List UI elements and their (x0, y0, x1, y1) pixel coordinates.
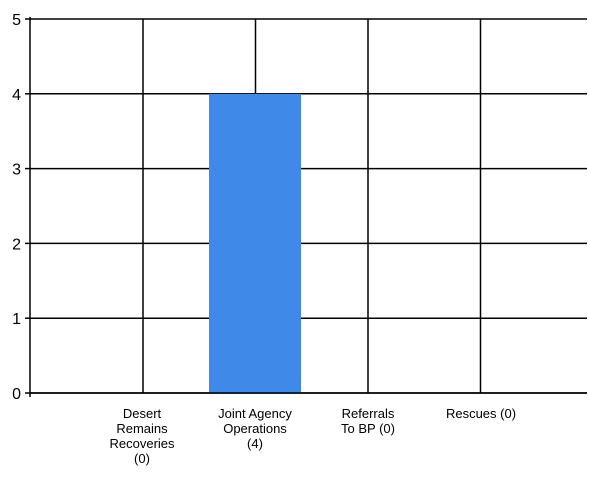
x-category-label-line: Remains (116, 421, 168, 436)
x-category-label-line: To BP (0) (341, 421, 395, 436)
x-category-label: Referrals To BP (0) (341, 406, 395, 436)
x-category-label: Rescues (0) (446, 406, 516, 421)
y-tick-label: 0 (12, 386, 21, 403)
y-tick-label: 4 (12, 87, 21, 104)
x-category-label-line: Rescues (0) (446, 406, 516, 421)
x-category-label: Joint Agency Operations (4) (218, 406, 292, 451)
x-category-label: Desert Remains Recoveries (0) (109, 406, 175, 466)
x-category-label-line: (4) (247, 436, 263, 451)
x-category-label-line: (0) (134, 451, 150, 466)
x-category-label-line: Recoveries (109, 436, 175, 451)
y-tick-label: 1 (12, 311, 21, 328)
x-category-label-line: Referrals (342, 406, 395, 421)
x-category-label-line: Desert (123, 406, 162, 421)
y-tick-label: 5 (12, 12, 21, 29)
x-category-label-line: Joint Agency (218, 406, 292, 421)
y-tick-label: 2 (12, 236, 21, 253)
x-category-label-line: Operations (223, 421, 287, 436)
bar-1 (209, 94, 301, 393)
y-tick-label: 3 (12, 162, 21, 179)
